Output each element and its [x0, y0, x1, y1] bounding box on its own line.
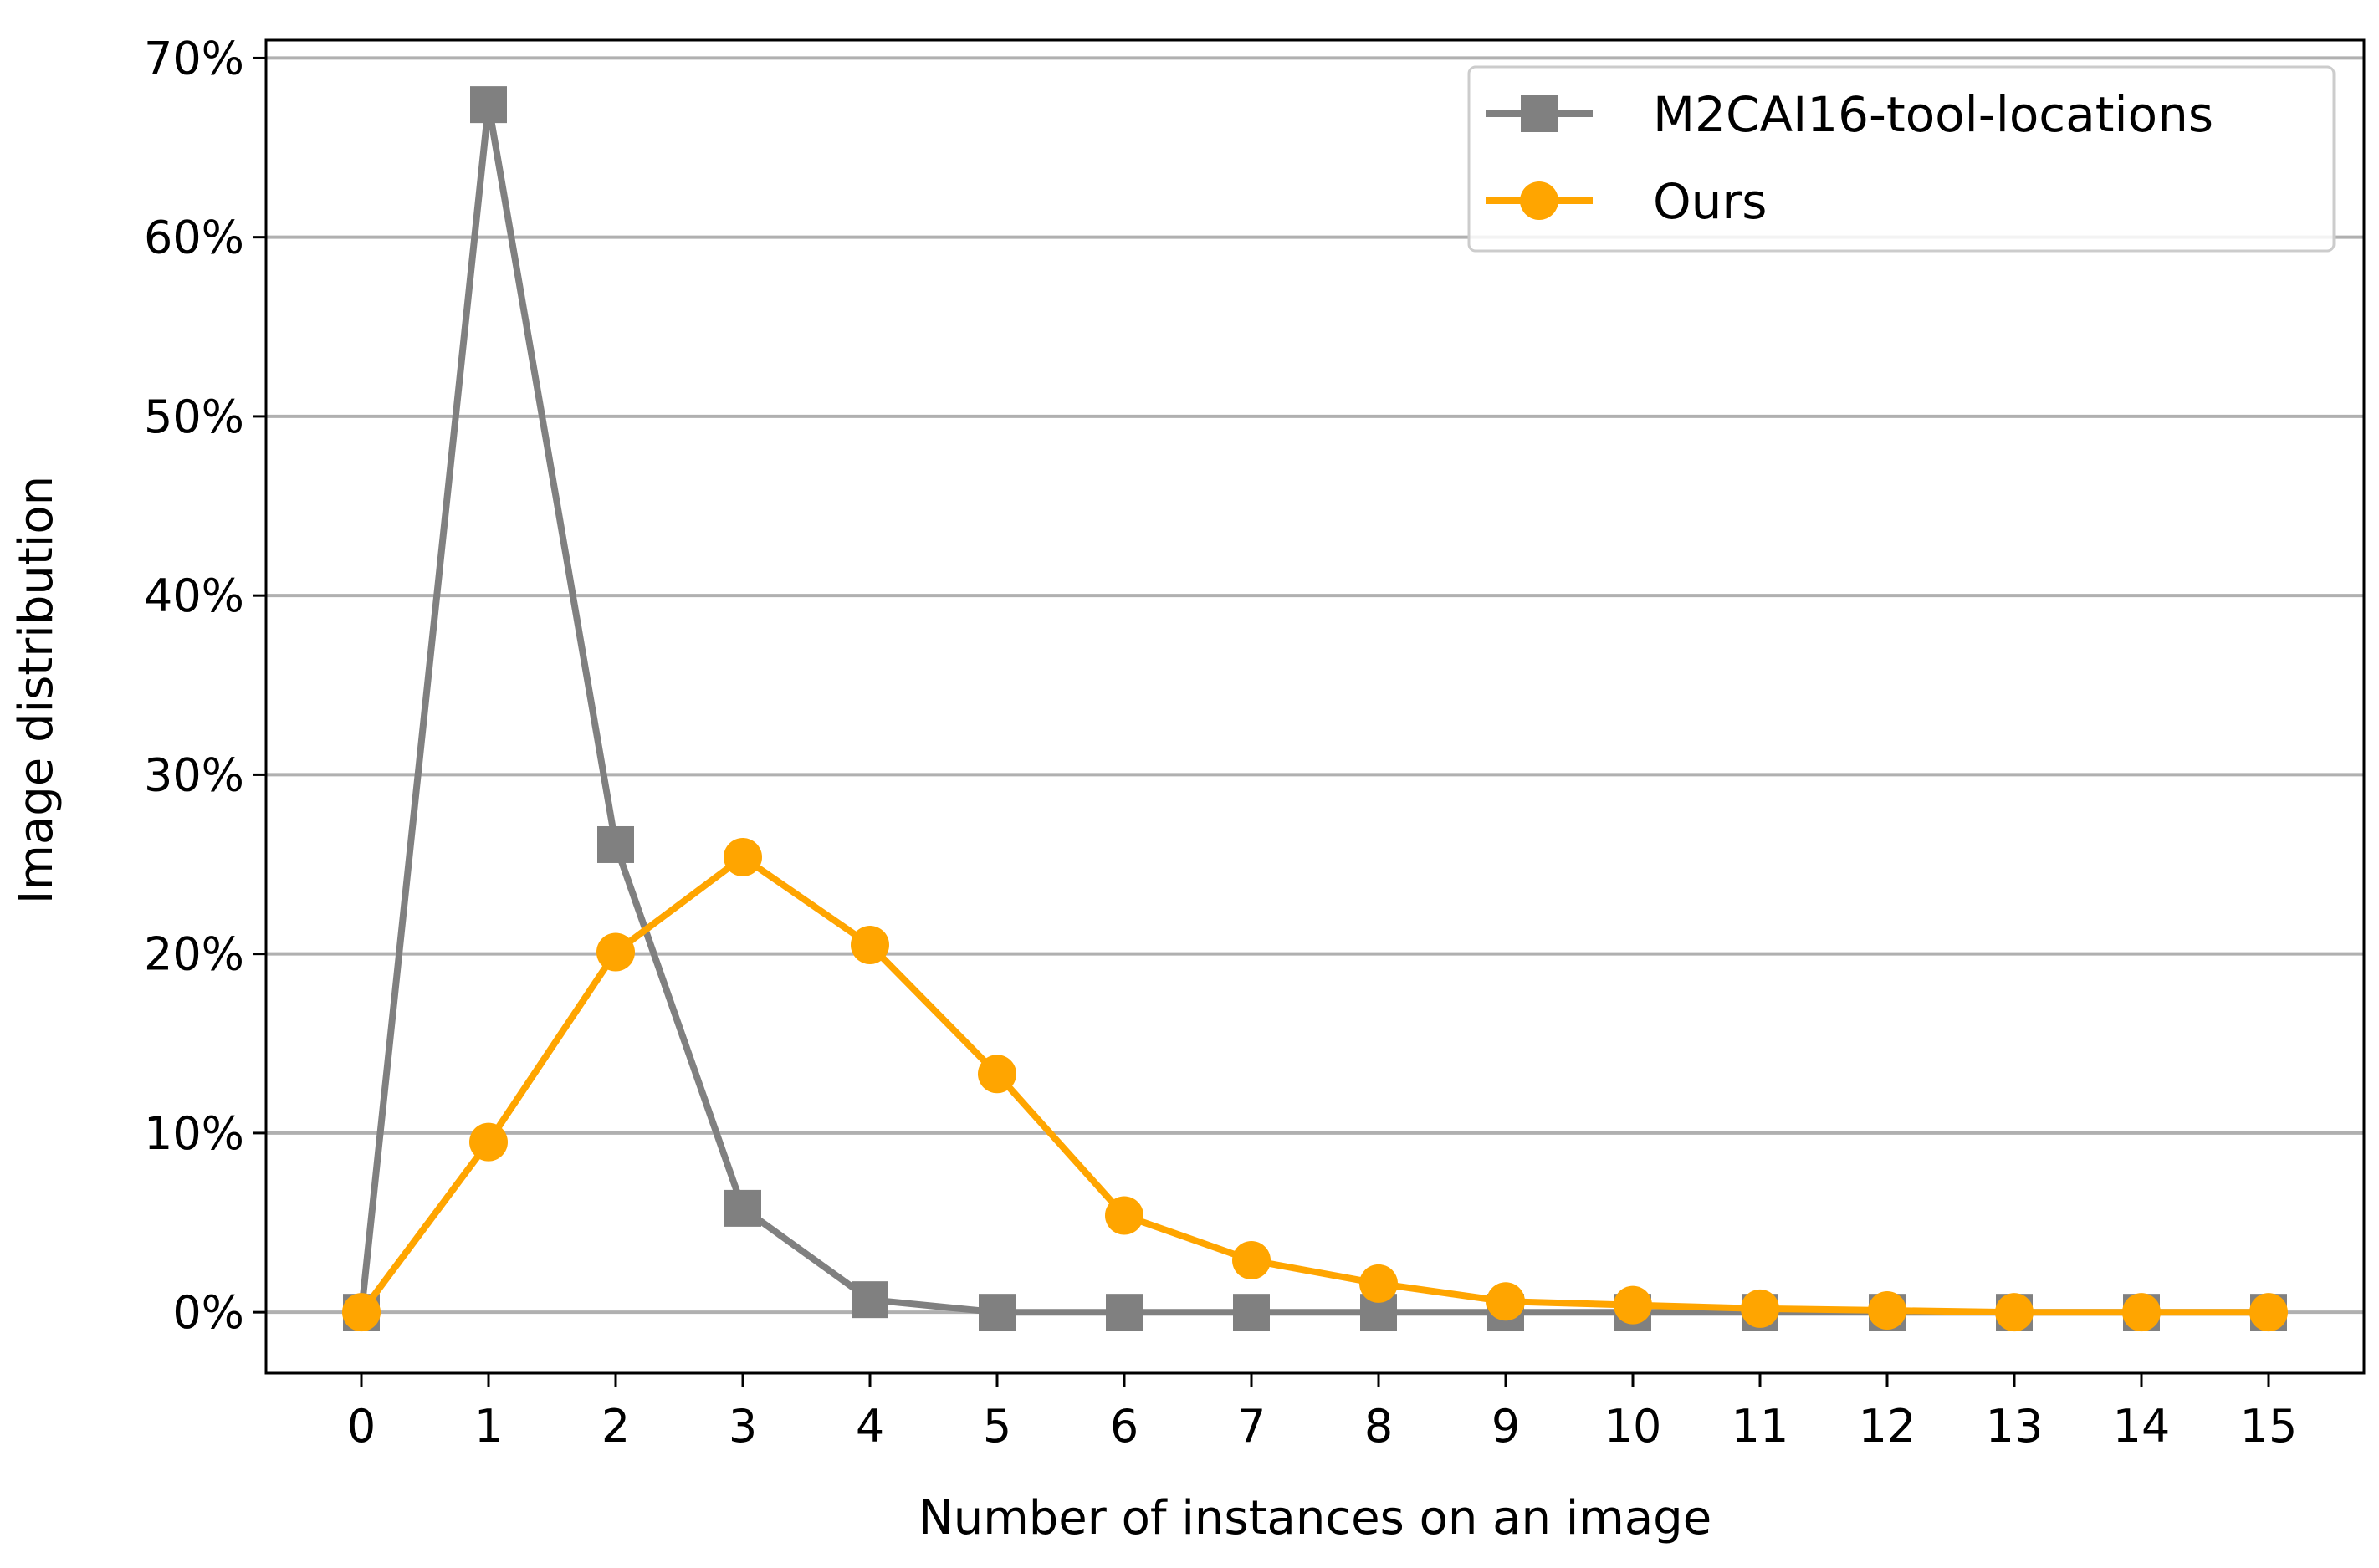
x-tick-label: 6: [1110, 1400, 1138, 1453]
data-point-circle: [1614, 1285, 1652, 1325]
x-tick-label: 10: [1604, 1400, 1662, 1453]
series-layer: [342, 86, 2288, 1332]
data-point-circle: [1741, 1289, 1779, 1328]
legend-entries: M2CAI16-tool-locations Ours: [1486, 86, 2213, 230]
x-tick-label: 4: [856, 1400, 884, 1453]
legend: M2CAI16-tool-locations Ours: [1467, 65, 2336, 253]
x-axis-title: Number of instances on an image: [918, 1491, 1711, 1545]
data-point-square: [470, 86, 507, 124]
x-tick-label: 7: [1237, 1400, 1266, 1453]
data-point-square: [724, 1189, 761, 1227]
data-point-circle: [342, 1293, 381, 1332]
series-2: [342, 837, 2288, 1332]
legend-entry: Ours: [1486, 173, 1767, 230]
x-tick-label: 2: [601, 1400, 630, 1453]
data-point-square: [1233, 1294, 1270, 1331]
y-tick-label: 0%: [172, 1286, 244, 1339]
x-tick-label: 8: [1364, 1400, 1393, 1453]
legend-marker-square: [1521, 95, 1558, 132]
legend-label: M2CAI16-tool-locations: [1653, 86, 2213, 143]
x-tick-label: 9: [1491, 1400, 1520, 1453]
data-point-circle: [1105, 1196, 1143, 1235]
data-point-circle: [469, 1122, 508, 1162]
data-point-square: [1106, 1294, 1143, 1331]
y-tick-label: 60%: [144, 212, 244, 264]
x-tick-label: 13: [1986, 1400, 2044, 1453]
legend-label: Ours: [1653, 173, 1767, 230]
x-tick-label: 3: [729, 1400, 757, 1453]
y-tick-label: 10%: [144, 1107, 244, 1160]
data-point-circle: [1995, 1293, 2034, 1332]
legend-marker-circle: [1520, 181, 1558, 220]
data-point-square: [597, 825, 634, 863]
x-tick-label: 0: [347, 1400, 376, 1453]
series-line: [358, 854, 2269, 1316]
data-point-circle: [978, 1055, 1016, 1094]
x-tick-label: 12: [1859, 1400, 1916, 1453]
data-point-circle: [724, 837, 762, 876]
data-point-circle: [2249, 1293, 2288, 1332]
y-tick-label: 50%: [144, 391, 244, 443]
x-tick-label: 15: [2240, 1400, 2298, 1453]
y-axis-title: Image distribution: [9, 476, 64, 904]
y-tick-label: 20%: [144, 928, 244, 981]
plot-frame: [264, 38, 2366, 1375]
data-point-circle: [1868, 1291, 1906, 1331]
data-point-circle: [596, 932, 635, 972]
legend-entry: M2CAI16-tool-locations: [1486, 86, 2213, 143]
y-tick-label: 40%: [144, 569, 244, 622]
x-tick-label: 1: [474, 1400, 503, 1453]
data-point-circle: [1486, 1282, 1525, 1321]
axes: 0%10%20%30%40%50%60%70%0 1 2 3 4 5 6 7 8 9 10 11 12 1…: [144, 32, 2297, 1453]
data-point-circle: [1232, 1241, 1271, 1280]
data-point-circle: [851, 925, 889, 964]
data-point-square: [979, 1294, 1016, 1331]
data-point-circle: [1359, 1264, 1398, 1303]
legend-box: [1467, 65, 2336, 253]
x-tick-label: 5: [983, 1400, 1011, 1453]
x-tick-label: 14: [2113, 1400, 2171, 1453]
x-tick-label: 11: [1732, 1400, 1789, 1453]
data-point-square: [852, 1281, 888, 1319]
y-tick-label: 30%: [144, 748, 244, 801]
y-tick-label: 70%: [144, 32, 244, 84]
data-point-circle: [2122, 1293, 2161, 1332]
